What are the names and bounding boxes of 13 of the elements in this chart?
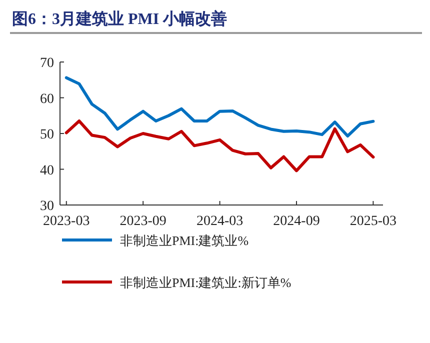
- y-tick-label: 40: [40, 163, 54, 178]
- legend-label: 非制造业PMI:建筑业:新订单%: [120, 275, 292, 290]
- y-tick-label: 50: [40, 128, 54, 142]
- x-tick-label: 2023-03: [43, 214, 90, 229]
- y-tick-label: 30: [40, 199, 54, 214]
- x-tick-label: 2025-03: [350, 214, 397, 229]
- x-tick-label: 2024-09: [273, 214, 320, 229]
- x-tick-label: 2024-03: [196, 214, 244, 229]
- y-tick-label: 60: [40, 92, 54, 107]
- legend-label: 非制造业PMI:建筑业%: [120, 233, 249, 248]
- x-tick-label: 2023-09: [120, 214, 166, 229]
- y-tick-label: 70: [40, 56, 54, 71]
- chart-title: 图6：3月建筑业 PMI 小幅改善: [12, 9, 228, 28]
